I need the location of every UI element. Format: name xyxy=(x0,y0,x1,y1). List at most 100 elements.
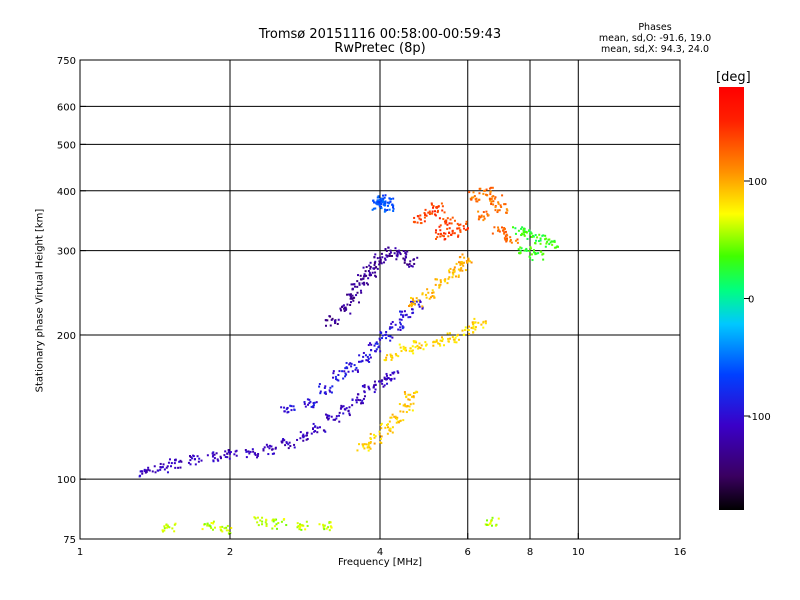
echo-point xyxy=(432,295,435,298)
echo-point xyxy=(285,524,288,527)
echo-point xyxy=(389,326,392,329)
echo-point xyxy=(505,239,508,242)
echo-point xyxy=(356,291,359,294)
echo-point xyxy=(400,313,403,316)
echo-point xyxy=(503,231,506,234)
echo-point xyxy=(341,370,344,373)
echo-point xyxy=(382,194,385,197)
echo-point xyxy=(459,229,462,232)
echo-point xyxy=(369,266,372,269)
echo-point xyxy=(304,528,307,531)
echo-point xyxy=(359,360,362,363)
echo-point xyxy=(447,277,450,280)
echo-point xyxy=(380,207,383,210)
echo-point xyxy=(324,413,327,416)
echo-point xyxy=(461,253,464,256)
echo-point xyxy=(403,259,406,262)
echo-point xyxy=(408,408,411,411)
echo-point xyxy=(487,523,490,526)
echo-point xyxy=(424,341,427,344)
echo-point xyxy=(381,256,384,259)
echo-point xyxy=(349,362,352,365)
echo-point xyxy=(374,266,377,269)
echo-point xyxy=(438,342,441,345)
echo-point xyxy=(474,326,477,329)
echo-point xyxy=(191,457,194,460)
echo-point xyxy=(427,211,430,214)
echo-point xyxy=(413,258,416,261)
echo-point xyxy=(225,529,228,532)
echo-point xyxy=(305,434,308,437)
echo-point xyxy=(434,213,437,216)
echo-point xyxy=(457,274,460,277)
echo-point xyxy=(406,250,409,253)
echo-point xyxy=(409,316,412,319)
echo-point xyxy=(378,260,381,263)
echo-point xyxy=(504,230,507,233)
echo-point xyxy=(476,200,479,203)
echo-point xyxy=(424,293,427,296)
echo-point xyxy=(529,246,532,249)
echo-point xyxy=(477,210,480,213)
echo-point xyxy=(544,234,547,237)
echo-point xyxy=(493,197,496,200)
echo-point xyxy=(362,443,365,446)
echo-point xyxy=(434,210,437,213)
echo-point xyxy=(412,392,415,395)
echo-point xyxy=(548,243,551,246)
echo-point xyxy=(489,193,492,196)
echo-point xyxy=(385,358,388,361)
echo-point xyxy=(404,346,407,349)
echo-point xyxy=(288,441,291,444)
echo-point xyxy=(356,369,359,372)
echo-point xyxy=(166,524,169,527)
echo-point xyxy=(457,333,460,336)
echo-point xyxy=(391,336,394,339)
echo-point xyxy=(537,252,540,255)
echo-point xyxy=(485,188,488,191)
echo-point xyxy=(534,253,537,256)
echo-point xyxy=(398,318,401,321)
echo-point xyxy=(348,293,351,296)
echo-point xyxy=(394,415,397,418)
echo-point xyxy=(449,218,452,221)
echo-point xyxy=(424,213,427,216)
echo-point xyxy=(221,525,224,528)
echo-point xyxy=(369,447,372,450)
echo-point xyxy=(408,350,411,353)
echo-point xyxy=(289,404,292,407)
echo-point xyxy=(345,407,348,410)
echo-point xyxy=(349,312,352,315)
echo-point xyxy=(271,527,274,530)
echo-point xyxy=(168,458,171,461)
echo-point xyxy=(312,405,315,408)
echo-point xyxy=(461,329,464,332)
echo-point xyxy=(500,226,503,229)
echo-point xyxy=(402,345,405,348)
echo-point xyxy=(434,283,437,286)
echo-point xyxy=(333,319,336,322)
echo-point xyxy=(490,524,493,527)
echo-point xyxy=(468,332,471,335)
echo-point xyxy=(491,232,494,235)
echo-point xyxy=(343,309,346,312)
echo-point xyxy=(466,260,469,263)
echo-point xyxy=(421,305,424,308)
echo-point xyxy=(382,203,385,206)
echo-point xyxy=(402,419,405,422)
echo-point xyxy=(310,405,313,408)
echo-point xyxy=(336,378,339,381)
echo-point xyxy=(330,391,333,394)
echo-point xyxy=(506,209,509,212)
echo-point xyxy=(525,249,528,252)
echo-point xyxy=(551,243,554,246)
echo-point xyxy=(356,370,359,373)
echo-point xyxy=(518,252,521,255)
echo-point xyxy=(235,454,238,457)
echo-point xyxy=(451,232,454,235)
echo-point xyxy=(373,256,376,259)
echo-point xyxy=(385,249,388,252)
x-tick-label: 10 xyxy=(572,547,585,558)
echo-point xyxy=(233,453,236,456)
echo-point xyxy=(328,520,331,523)
